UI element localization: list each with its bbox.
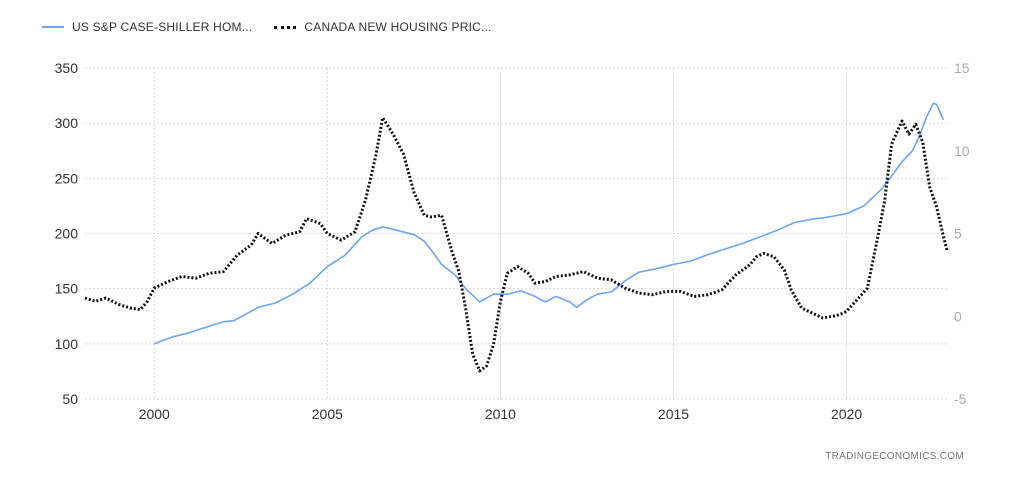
watermark: TRADINGECONOMICS.COM xyxy=(825,451,964,462)
x-axis-tick-label: 2015 xyxy=(658,406,689,422)
legend-label-canada-new-housing: CANADA NEW HOUSING PRIC... xyxy=(304,20,492,34)
right-axis-tick-label: 5 xyxy=(954,226,962,242)
series-line-us-case-shiller xyxy=(153,102,945,345)
left-axis-tick-label: 150 xyxy=(55,281,79,297)
legend-item-us-case-shiller[interactable]: US S&P CASE-SHILLER HOM... xyxy=(42,20,252,34)
legend-item-canada-new-housing[interactable]: CANADA NEW HOUSING PRIC... xyxy=(274,20,491,34)
left-axis-tick-label: 300 xyxy=(55,115,79,131)
x-axis-tick-label: 2010 xyxy=(485,406,516,422)
x-axis-tick-label: 2000 xyxy=(139,406,170,422)
series-line-canada-new-housing xyxy=(84,116,949,373)
left-axis-tick-label: 250 xyxy=(55,170,79,186)
right-axis-tick-label: -5 xyxy=(954,391,967,407)
left-axis-tick-label: 350 xyxy=(55,60,79,76)
right-axis-tick-label: 15 xyxy=(954,60,970,76)
right-axis-tick-label: 0 xyxy=(954,308,962,324)
x-axis-tick-label: 2020 xyxy=(831,406,862,422)
dotted-line-swatch-icon xyxy=(274,25,297,29)
left-axis-tick-label: 100 xyxy=(55,336,79,352)
solid-line-swatch-icon xyxy=(42,26,64,28)
right-axis-tick-label: 10 xyxy=(954,143,970,159)
x-axis-tick-label: 2005 xyxy=(312,406,343,422)
left-axis-tick-label: 50 xyxy=(62,391,78,407)
legend-label-us-case-shiller: US S&P CASE-SHILLER HOM... xyxy=(72,20,253,34)
chart-legend: US S&P CASE-SHILLER HOM... CANADA NEW HO… xyxy=(42,14,514,40)
left-axis-tick-label: 200 xyxy=(55,226,79,242)
